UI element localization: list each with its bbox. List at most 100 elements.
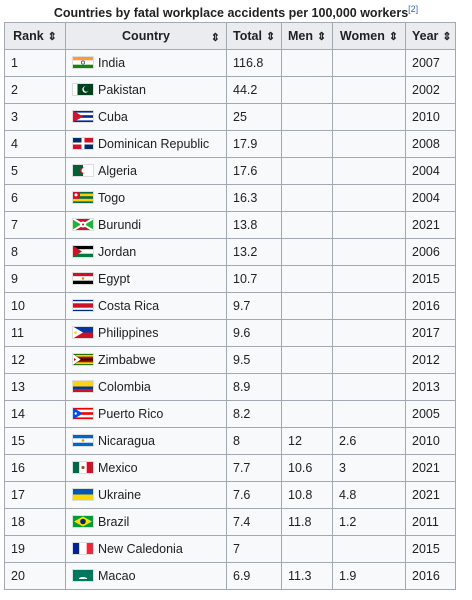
table-row: 14 Puerto Rico 8.2 2005 (4, 400, 456, 428)
women-cell (332, 292, 406, 320)
caption-text: Countries by fatal workplace accidents p… (53, 6, 409, 20)
women-cell (332, 130, 406, 158)
sort-arrows-icon[interactable]: ⇕ (442, 31, 452, 43)
total-cell: 25 (226, 103, 282, 131)
country-link[interactable]: Philippines (98, 326, 159, 340)
country-link[interactable]: Colombia (98, 380, 151, 394)
men-cell: 10.8 (281, 481, 333, 509)
sort-arrows-icon[interactable]: ⇕ (210, 32, 220, 44)
rank-header[interactable]: Rank ⇕ (4, 22, 66, 50)
country-link[interactable]: Costa Rica (98, 299, 160, 313)
total-cell: 9.5 (226, 346, 282, 374)
women-cell (332, 400, 406, 428)
rank-cell: 9 (4, 265, 66, 293)
accidents-table: Rank ⇕ Country ⇕ Total ⇕ Men ⇕ Women ⇕ Year ⇕ … (4, 22, 456, 590)
total-cell: 16.3 (226, 184, 282, 212)
year-cell: 2005 (405, 400, 456, 428)
total-cell: 7.4 (226, 508, 282, 536)
total-cell: 13.8 (226, 211, 282, 239)
sort-arrows-icon[interactable]: ⇕ (317, 31, 327, 43)
footnote-link[interactable]: [2] (408, 3, 419, 14)
country-link[interactable]: Burundi (98, 218, 142, 232)
table-row: 9 Egypt 10.7 2015 (4, 265, 456, 293)
country-link[interactable]: India (98, 56, 126, 70)
country-cell: Mexico (65, 454, 227, 482)
men-header-label: Men (288, 29, 313, 43)
table-row: 11 Philippines 9.6 2017 (4, 319, 456, 347)
men-cell (281, 103, 333, 131)
mexico-flag (72, 461, 94, 474)
rank-cell: 14 (4, 400, 66, 428)
country-link[interactable]: Puerto Rico (98, 407, 164, 421)
rank-cell: 16 (4, 454, 66, 482)
men-cell (281, 400, 333, 428)
total-header-label: Total (233, 29, 262, 43)
rank-cell: 7 (4, 211, 66, 239)
country-link[interactable]: Zimbabwe (98, 353, 156, 367)
country-header-label: Country (122, 29, 170, 43)
country-cell: Burundi (65, 211, 227, 239)
country-cell: Brazil (65, 508, 227, 536)
total-cell: 9.7 (226, 292, 282, 320)
country-cell: Macao (65, 562, 227, 590)
puerto-rico-flag (72, 407, 94, 420)
table-row: 18 Brazil 7.4 11.8 1.2 2011 (4, 508, 456, 536)
country-cell: Colombia (65, 373, 227, 401)
year-cell: 2004 (405, 157, 456, 185)
men-cell (281, 76, 333, 104)
women-cell (332, 346, 406, 374)
year-header[interactable]: Year ⇕ (405, 22, 456, 50)
country-link[interactable]: Brazil (98, 515, 130, 529)
country-link[interactable]: Dominican Republic (98, 137, 210, 151)
country-cell: Puerto Rico (65, 400, 227, 428)
country-link[interactable]: Algeria (98, 164, 137, 178)
india-flag (72, 56, 94, 69)
men-cell: 10.6 (281, 454, 333, 482)
men-cell: 11.8 (281, 508, 333, 536)
sort-arrows-icon[interactable]: ⇕ (265, 31, 276, 43)
country-link[interactable]: Nicaragua (98, 434, 155, 448)
rank-cell: 18 (4, 508, 66, 536)
men-cell (281, 157, 333, 185)
country-link[interactable]: Cuba (98, 110, 128, 124)
men-cell (281, 265, 333, 293)
country-link[interactable]: Egypt (98, 272, 130, 286)
women-cell (332, 157, 406, 185)
country-cell: Dominican Republic (65, 130, 227, 158)
year-cell: 2002 (405, 76, 456, 104)
women-cell (332, 265, 406, 293)
women-cell: 1.9 (332, 562, 406, 590)
country-cell: Jordan (65, 238, 227, 266)
men-cell (281, 535, 333, 563)
total-cell: 44.2 (226, 76, 282, 104)
total-header[interactable]: Total ⇕ (226, 22, 282, 50)
table-row: 6 Togo 16.3 2004 (4, 184, 456, 212)
sort-arrows-icon[interactable]: ⇕ (47, 31, 57, 43)
women-cell: 3 (332, 454, 406, 482)
table-row: 16 Mexico 7.7 10.6 3 2021 (4, 454, 456, 482)
country-header[interactable]: Country ⇕ (65, 22, 227, 50)
women-header-label: Women (339, 29, 385, 43)
costa-rica-flag (72, 299, 94, 312)
year-cell: 2007 (405, 49, 456, 77)
women-header[interactable]: Women ⇕ (332, 22, 406, 50)
table-row: 4 Dominican Republic 17.9 2008 (4, 130, 456, 158)
country-link[interactable]: Macao (98, 569, 136, 583)
men-cell (281, 130, 333, 158)
country-link[interactable]: Pakistan (98, 83, 146, 97)
men-header[interactable]: Men ⇕ (281, 22, 333, 50)
sort-arrows-icon[interactable]: ⇕ (388, 31, 399, 43)
year-cell: 2011 (405, 508, 456, 536)
algeria-flag (72, 164, 94, 177)
country-link[interactable]: Mexico (98, 461, 138, 475)
country-cell: Cuba (65, 103, 227, 131)
country-link[interactable]: Togo (98, 191, 126, 205)
table-caption: Countries by fatal workplace accidents p… (0, 0, 472, 22)
total-cell: 9.6 (226, 319, 282, 347)
country-link[interactable]: New Caledonia (98, 542, 183, 556)
table-row: 17 Ukraine 7.6 10.8 4.8 2021 (4, 481, 456, 509)
women-cell (332, 211, 406, 239)
year-cell: 2021 (405, 211, 456, 239)
country-link[interactable]: Jordan (98, 245, 137, 259)
country-link[interactable]: Ukraine (98, 488, 142, 502)
